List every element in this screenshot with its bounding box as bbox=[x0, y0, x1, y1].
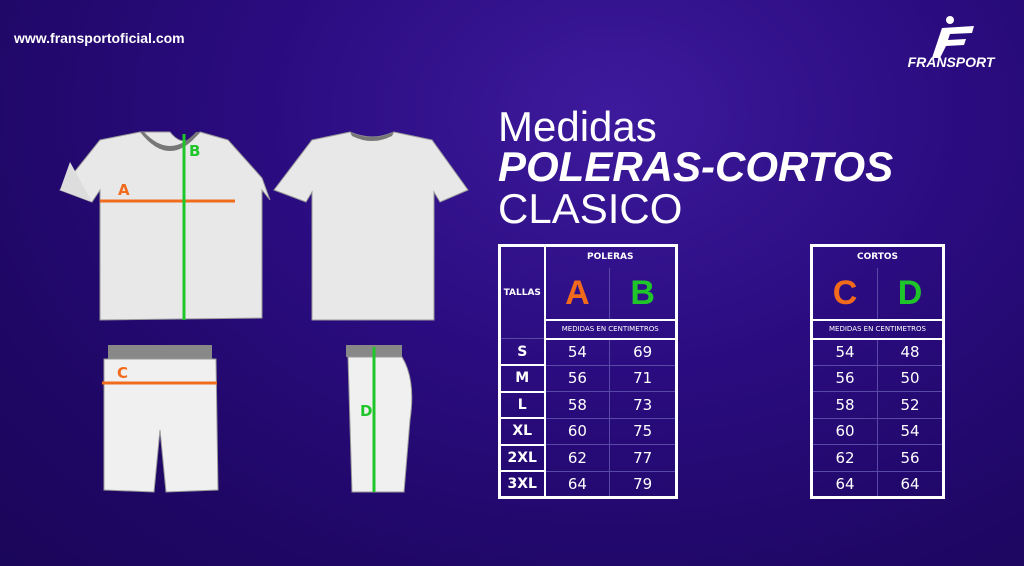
shorts-front: C bbox=[102, 345, 219, 493]
table-row: S 54 69 bbox=[499, 338, 677, 366]
label-c: C bbox=[117, 364, 128, 382]
value-a: 62 bbox=[543, 444, 611, 472]
value-b: 71 bbox=[609, 364, 677, 392]
value-d: 54 bbox=[877, 417, 944, 445]
brand-text: FRANSPORT bbox=[908, 54, 996, 70]
size-cell: S bbox=[499, 338, 546, 366]
value-b: 77 bbox=[609, 444, 677, 472]
shirt-back bbox=[273, 131, 469, 321]
table-row: 54 48 bbox=[811, 338, 944, 366]
value-d: 64 bbox=[877, 470, 944, 498]
label-b: B bbox=[189, 142, 200, 160]
fransport-logo: FRANSPORT bbox=[908, 16, 996, 70]
value-a: 60 bbox=[543, 417, 611, 445]
poleras-size-table: TALLAS POLERAS A B MEDIDAS EN CENTIMETRO… bbox=[498, 244, 678, 499]
title-medidas: Medidas bbox=[498, 103, 657, 150]
value-c: 56 bbox=[811, 364, 878, 392]
label-a: A bbox=[118, 181, 130, 199]
value-d: 50 bbox=[877, 364, 944, 392]
value-a: 56 bbox=[543, 364, 611, 392]
table-row: M 56 71 bbox=[499, 364, 677, 393]
table-row: 64 64 bbox=[811, 470, 944, 498]
value-c: 54 bbox=[811, 338, 878, 366]
value-c: 60 bbox=[811, 417, 878, 445]
table-row: 2XL 62 77 bbox=[499, 444, 677, 472]
garment-illustrations: A B C D bbox=[59, 131, 469, 493]
col-a-header: A bbox=[543, 267, 611, 320]
table-row: XL 60 75 bbox=[499, 417, 677, 446]
size-cell: 2XL bbox=[499, 444, 546, 472]
col-b-header: B bbox=[609, 267, 677, 320]
table-row: 58 52 bbox=[811, 391, 944, 419]
shirt-front: A B bbox=[59, 131, 271, 321]
value-b: 69 bbox=[609, 338, 677, 366]
title-product: POLERAS-CORTOS bbox=[498, 143, 894, 190]
table-row: L 58 73 bbox=[499, 391, 677, 419]
table-row: 3XL 64 79 bbox=[499, 470, 677, 499]
cortos-units: MEDIDAS EN CENTIMETROS bbox=[811, 318, 944, 340]
cortos-title: CORTOS bbox=[811, 245, 944, 268]
value-c: 58 bbox=[811, 391, 878, 419]
shorts-side: D bbox=[346, 345, 413, 493]
size-cell: M bbox=[499, 364, 546, 393]
value-b: 73 bbox=[609, 391, 677, 419]
col-d-header: D bbox=[877, 267, 944, 320]
size-cell: 3XL bbox=[499, 470, 546, 499]
value-c: 62 bbox=[811, 444, 878, 472]
value-b: 79 bbox=[609, 470, 677, 498]
value-d: 48 bbox=[877, 338, 944, 366]
value-a: 58 bbox=[543, 391, 611, 419]
value-a: 54 bbox=[543, 338, 611, 366]
table-row: 62 56 bbox=[811, 444, 944, 472]
col-c-header: C bbox=[811, 267, 878, 320]
website-url[interactable]: www.fransportoficial.com bbox=[14, 30, 185, 46]
label-d: D bbox=[360, 402, 372, 420]
cortos-size-table: CORTOS C D MEDIDAS EN CENTIMETROS 54 48 56… bbox=[810, 244, 945, 499]
table-row: 56 50 bbox=[811, 364, 944, 392]
table-row: 60 54 bbox=[811, 417, 944, 445]
value-d: 52 bbox=[877, 391, 944, 419]
value-d: 56 bbox=[877, 444, 944, 472]
title-model: CLASICO bbox=[498, 185, 683, 232]
poleras-units: MEDIDAS EN CENTIMETROS bbox=[544, 318, 677, 340]
value-b: 75 bbox=[609, 417, 677, 445]
value-a: 64 bbox=[543, 470, 611, 498]
tallas-header: TALLAS bbox=[499, 245, 546, 339]
size-cell: XL bbox=[499, 417, 546, 446]
value-c: 64 bbox=[811, 470, 878, 498]
size-cell: L bbox=[499, 391, 546, 419]
poleras-title: POLERAS bbox=[544, 245, 677, 268]
